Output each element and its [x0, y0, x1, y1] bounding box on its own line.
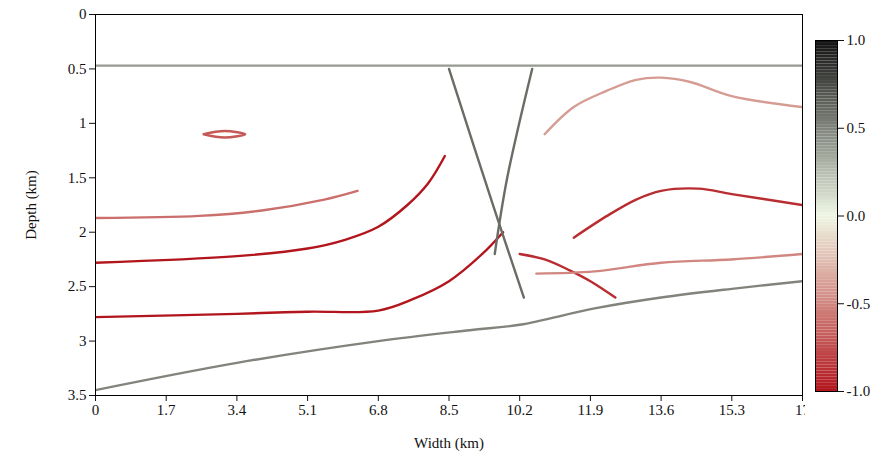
svg-text:Depth (km): Depth (km) — [23, 170, 40, 240]
svg-text:6.8: 6.8 — [369, 402, 388, 418]
svg-text:8.5: 8.5 — [440, 402, 459, 418]
svg-text:0: 0 — [92, 402, 100, 418]
svg-text:1.7: 1.7 — [157, 402, 176, 418]
svg-text:1.5: 1.5 — [68, 170, 87, 186]
svg-text:2: 2 — [79, 224, 87, 240]
svg-text:Width (km): Width (km) — [414, 435, 484, 452]
svg-text:11.9: 11.9 — [578, 402, 604, 418]
svg-text:3: 3 — [79, 333, 87, 349]
svg-text:-1.0: -1.0 — [847, 383, 871, 399]
svg-text:-0.5: -0.5 — [847, 296, 871, 312]
svg-text:0.5: 0.5 — [68, 61, 87, 77]
svg-text:1: 1 — [79, 115, 87, 131]
svg-text:0.5: 0.5 — [847, 120, 866, 136]
svg-text:3.4: 3.4 — [228, 402, 247, 418]
svg-text:1.0: 1.0 — [847, 32, 866, 48]
svg-text:10.2: 10.2 — [507, 402, 533, 418]
svg-text:5.1: 5.1 — [298, 402, 317, 418]
svg-text:0.0: 0.0 — [847, 208, 866, 224]
svg-text:17: 17 — [795, 402, 805, 418]
svg-text:3.5: 3.5 — [68, 387, 87, 403]
svg-text:2.5: 2.5 — [68, 278, 87, 294]
svg-text:0: 0 — [79, 6, 87, 22]
svg-text:15.3: 15.3 — [719, 402, 745, 418]
svg-text:13.6: 13.6 — [648, 402, 675, 418]
